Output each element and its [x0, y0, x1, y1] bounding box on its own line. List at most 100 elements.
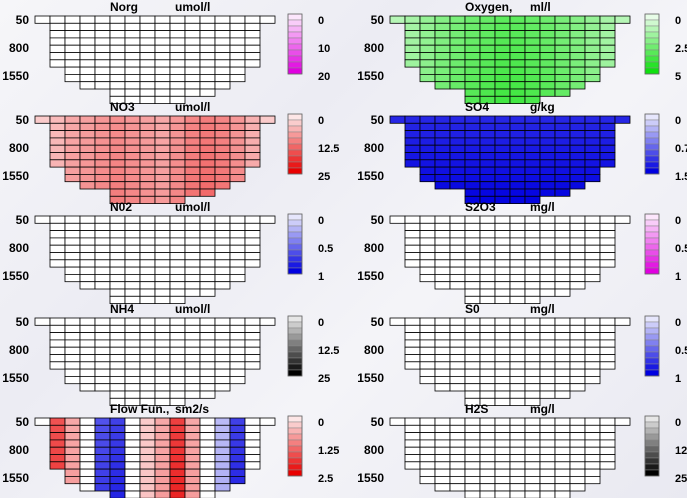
colorbar-step — [287, 25, 303, 33]
grid-cell — [569, 22, 586, 31]
grid-cell — [584, 74, 601, 83]
grid-cell — [569, 222, 586, 232]
grid-cell — [614, 15, 631, 24]
grid-cell — [229, 432, 246, 441]
grid-cell — [139, 152, 156, 161]
grid-cell — [124, 461, 141, 470]
grid-cell — [214, 375, 231, 385]
grid-cell — [169, 468, 186, 477]
grid-cell — [109, 468, 126, 477]
grid-cell — [449, 130, 466, 139]
grid-cell — [199, 52, 216, 61]
grid-cell — [154, 368, 171, 377]
grid-cell — [434, 237, 451, 246]
grid-cell — [449, 166, 466, 175]
grid-cell — [79, 346, 96, 355]
grid-cell — [169, 37, 186, 46]
grid-cell — [464, 252, 481, 261]
grid-cell — [214, 259, 231, 268]
grid-cell — [404, 324, 421, 333]
grid-cell — [494, 215, 511, 224]
grid-cell — [244, 417, 261, 426]
colorbar-step — [287, 345, 303, 353]
grid-cell — [464, 230, 481, 239]
grid-cell — [494, 122, 511, 132]
grid-cell — [79, 181, 96, 190]
grid-cell — [419, 461, 436, 470]
colorbar-step — [287, 463, 303, 471]
grid-cell — [64, 244, 81, 253]
grid-cell — [154, 346, 171, 355]
grid-cell — [584, 215, 601, 224]
grid-cell — [539, 181, 556, 190]
grid-cell — [79, 74, 96, 83]
grid-cell — [539, 144, 556, 153]
grid-cell — [509, 346, 526, 355]
grid-cell — [214, 74, 231, 83]
grid-cell — [94, 468, 111, 477]
grid-cell — [554, 122, 571, 132]
grid-cell — [479, 88, 496, 97]
grid-cell — [569, 361, 586, 370]
grid-cell — [199, 461, 216, 470]
grid-cell — [494, 181, 511, 190]
grid-cell — [184, 483, 201, 492]
colorbar-step — [644, 219, 660, 227]
colorbar-step — [287, 67, 303, 75]
grid-cell — [434, 368, 451, 377]
colorbar-step — [287, 149, 303, 157]
grid-cell — [494, 237, 511, 246]
grid-cell — [64, 461, 81, 470]
grid-cell — [509, 361, 526, 370]
colorbar-step — [287, 37, 303, 45]
grid-cell — [169, 332, 186, 341]
grid-cell — [539, 252, 556, 261]
grid-cell — [419, 339, 436, 348]
colorbar-frame — [287, 113, 303, 175]
grid-cell — [94, 244, 111, 253]
grid-cell — [479, 215, 496, 224]
grid-cell — [109, 324, 126, 333]
grid-cell — [419, 66, 436, 75]
grid-cell — [479, 490, 496, 499]
grid-cell — [244, 339, 261, 348]
grid-cell — [109, 152, 126, 161]
grid-cell — [509, 324, 526, 333]
grid-cell — [244, 159, 261, 168]
grid-cell — [244, 222, 261, 232]
grid-cell — [79, 417, 96, 426]
grid-cell — [214, 130, 231, 139]
grid-cell — [434, 130, 451, 139]
grid-cell — [434, 461, 451, 470]
colorbar-step — [287, 445, 303, 453]
colorbar-tick-label: 25 — [675, 473, 687, 485]
grid-cell — [214, 446, 231, 455]
grid-cell — [509, 475, 526, 485]
grid-cell — [94, 417, 111, 426]
grid-cell — [154, 237, 171, 246]
grid-cell — [79, 44, 96, 53]
grid-cell — [509, 490, 526, 499]
grid-cell — [434, 468, 451, 477]
grid-cell — [419, 332, 436, 341]
grid-cell — [509, 130, 526, 139]
grid-cell — [199, 159, 216, 168]
grid-cell — [94, 461, 111, 470]
depth-tick-label: 800 — [364, 141, 384, 155]
grid-cell — [49, 461, 66, 470]
grid-cell — [49, 439, 66, 448]
grid-cell — [524, 354, 541, 363]
grid-cell — [419, 215, 436, 224]
grid-cell — [524, 59, 541, 68]
colorbar-step — [287, 155, 303, 163]
grid-cell — [139, 483, 156, 492]
grid-cell — [124, 188, 141, 197]
grid-cell — [94, 181, 111, 190]
grid-cell — [79, 222, 96, 232]
grid-cell — [64, 173, 81, 183]
grid-cell — [229, 222, 246, 232]
colorbar-frame — [644, 315, 660, 377]
grid-cell — [524, 397, 541, 406]
colorbar-tick-label: 0 — [318, 317, 324, 329]
grid-cell — [214, 339, 231, 348]
